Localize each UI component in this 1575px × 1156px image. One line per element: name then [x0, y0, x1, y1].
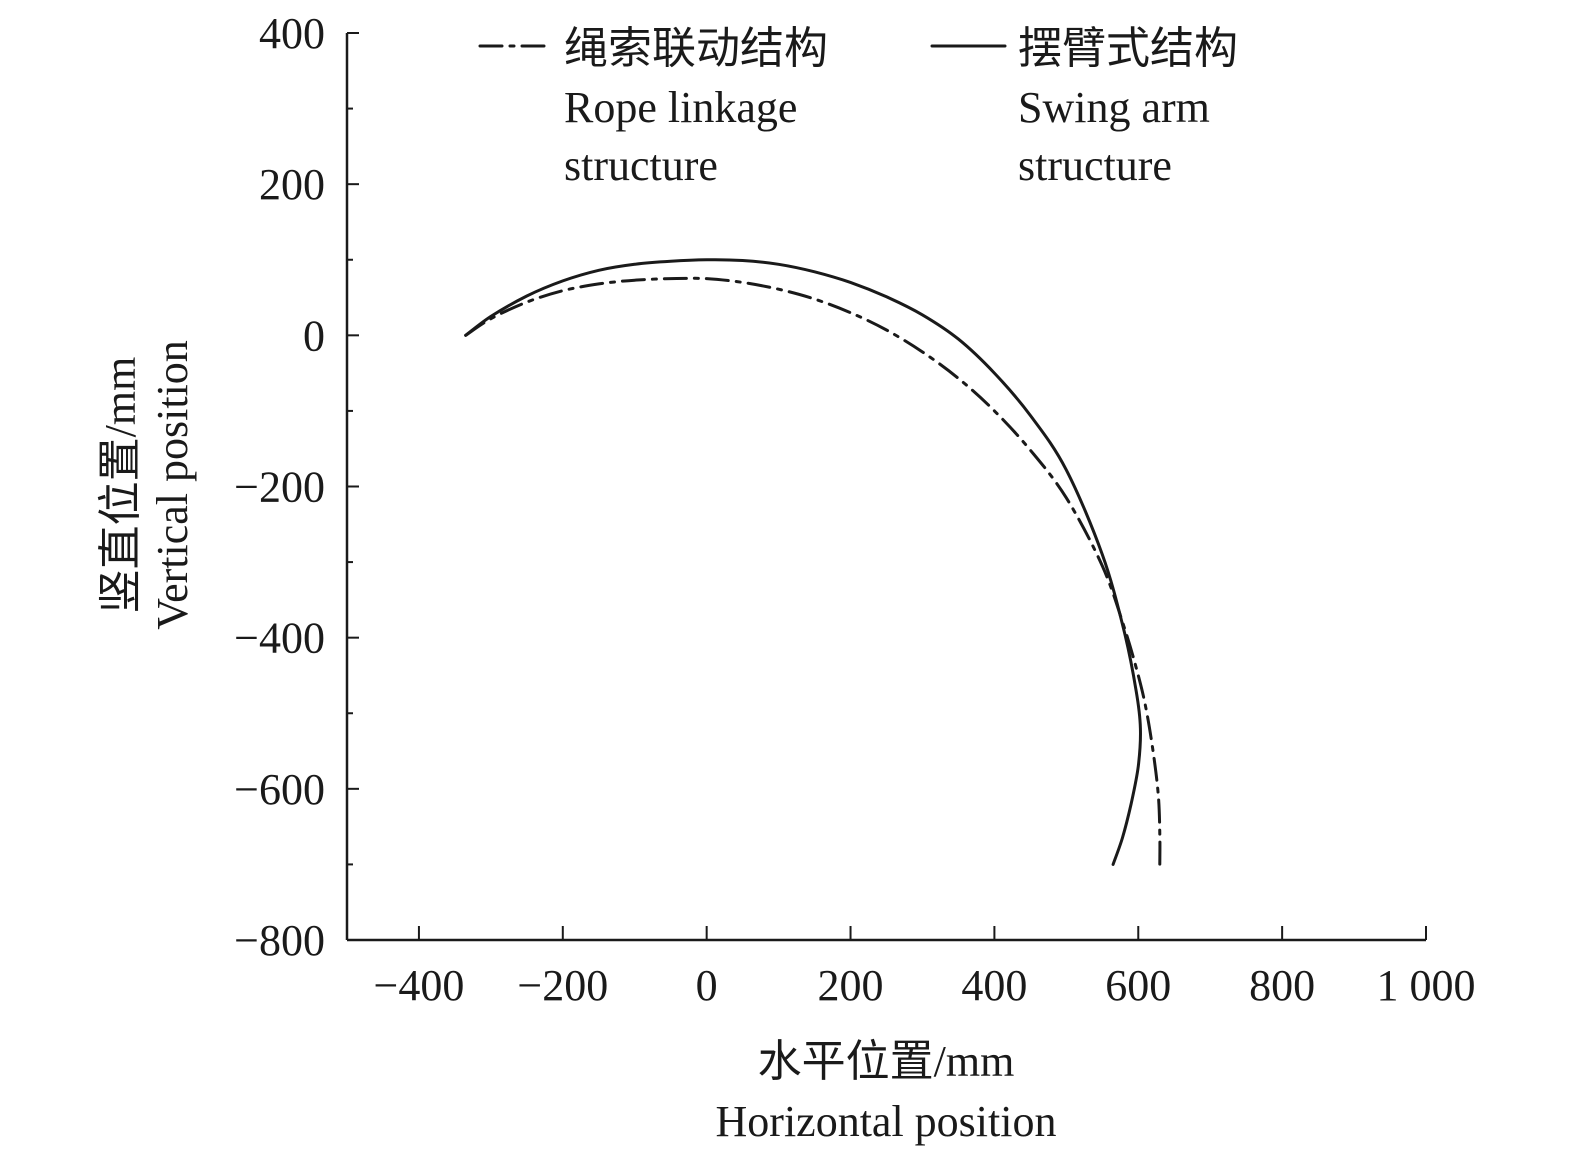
- x-axis-title-cn: 水平位置/mm: [758, 1037, 1015, 1086]
- x-tick-label: 1 000: [1377, 961, 1476, 1010]
- y-tick-label: −800: [234, 916, 325, 965]
- legend-label-swing-cn: 摆臂式结构: [1018, 24, 1238, 73]
- x-tick-label: 200: [818, 961, 884, 1010]
- x-tick-label: −200: [517, 961, 608, 1010]
- y-tick-label: −400: [234, 614, 325, 663]
- axes-layer: [345, 33, 1426, 942]
- series-layer: [464, 258, 1162, 866]
- legend-label-rope-en-2: structure: [564, 141, 718, 190]
- x-tick-label: 0: [696, 961, 718, 1010]
- series-line-rope-linkage: [464, 276, 1162, 866]
- x-tick-label: 600: [1105, 961, 1171, 1010]
- y-axis-title: 竖直位置/mm Vertical position: [96, 340, 197, 630]
- legend-label-rope-cn: 绳索联动结构: [564, 24, 828, 73]
- legend: 绳索联动结构 Rope linkage structure 摆臂式结构 Swin…: [478, 24, 1238, 190]
- y-axis-title-en: Vertical position: [148, 340, 197, 630]
- x-tick-label: 800: [1249, 961, 1315, 1010]
- y-tick-label: 200: [259, 160, 325, 209]
- legend-item-swing-arm: 摆臂式结构 Swing arm structure: [930, 24, 1238, 190]
- y-tick-label: 400: [259, 9, 325, 58]
- legend-label-swing-en-1: Swing arm: [1018, 83, 1210, 132]
- y-tick-label: −200: [234, 463, 325, 512]
- x-tick-label: 400: [961, 961, 1027, 1010]
- legend-label-rope-en-1: Rope linkage: [564, 83, 797, 132]
- legend-label-swing-en-2: structure: [1018, 141, 1172, 190]
- series-line-swing-arm: [464, 258, 1142, 866]
- y-axis-title-cn: 竖直位置/mm: [96, 357, 145, 614]
- x-axis-title-en: Horizontal position: [716, 1097, 1057, 1146]
- y-tick-label: 0: [303, 311, 325, 360]
- legend-item-rope-linkage: 绳索联动结构 Rope linkage structure: [478, 24, 828, 190]
- y-tick-label: −600: [234, 765, 325, 814]
- ticks-layer: 400 200 0 −200 −400 −600 −800 −400 −200 0 200 400 60…: [234, 9, 1475, 1010]
- x-tick-label: −400: [374, 961, 465, 1010]
